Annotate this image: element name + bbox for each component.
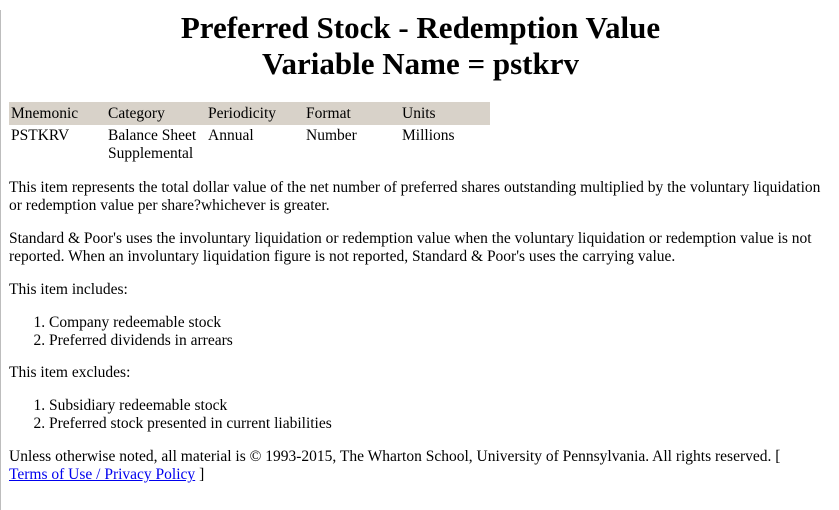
terms-privacy-link[interactable]: Terms of Use / Privacy Policy bbox=[9, 466, 196, 483]
includes-list: Company redeemable stock Preferred divid… bbox=[9, 314, 832, 350]
excludes-label: This item excludes: bbox=[9, 364, 131, 381]
header-units: Units bbox=[400, 102, 490, 125]
header-periodicity: Periodicity bbox=[206, 102, 304, 125]
cell-category: Balance Sheet Supplemental bbox=[106, 125, 206, 163]
page-title-line1: Preferred Stock - Redemption Value bbox=[180, 10, 661, 45]
variable-info-table: Mnemonic Category Periodicity Format Uni… bbox=[9, 102, 490, 163]
page-title: Preferred Stock - Redemption Value Varia… bbox=[9, 10, 832, 82]
page-title-line2: Variable Name = pstkrv bbox=[261, 46, 580, 81]
description-paragraph: This item represents the total dollar va… bbox=[9, 179, 821, 214]
cell-format: Number bbox=[306, 127, 357, 144]
footer-copyright: Unless otherwise noted, all material is … bbox=[9, 448, 832, 484]
list-item: Preferred dividends in arrears bbox=[49, 332, 832, 350]
note-paragraph: Standard & Poor's uses the involuntary l… bbox=[9, 230, 812, 265]
table-header-row: Mnemonic Category Periodicity Format Uni… bbox=[9, 102, 490, 125]
list-item: Subsidiary redeemable stock bbox=[49, 397, 832, 415]
header-format: Format bbox=[304, 102, 400, 125]
cell-category-line2: Supplemental bbox=[108, 145, 194, 162]
cell-periodicity: Annual bbox=[208, 127, 254, 144]
list-item: Company redeemable stock bbox=[49, 314, 832, 332]
includes-label: This item includes: bbox=[9, 281, 128, 298]
list-item: Preferred stock presented in current lia… bbox=[49, 415, 832, 433]
cell-category-line1: Balance Sheet bbox=[108, 127, 197, 144]
cell-units: Millions bbox=[402, 127, 455, 144]
cell-mnemonic: PSTKRV bbox=[11, 127, 70, 144]
header-category: Category bbox=[106, 102, 206, 125]
close-bracket: ] bbox=[199, 466, 205, 483]
excludes-list: Subsidiary redeemable stock Preferred st… bbox=[9, 397, 832, 433]
copyright-text: Unless otherwise noted, all material is … bbox=[9, 448, 781, 465]
header-mnemonic: Mnemonic bbox=[9, 102, 106, 125]
table-row: PSTKRV Balance Sheet Supplemental Annual… bbox=[9, 125, 490, 163]
page: Preferred Stock - Redemption Value Varia… bbox=[1, 10, 832, 484]
